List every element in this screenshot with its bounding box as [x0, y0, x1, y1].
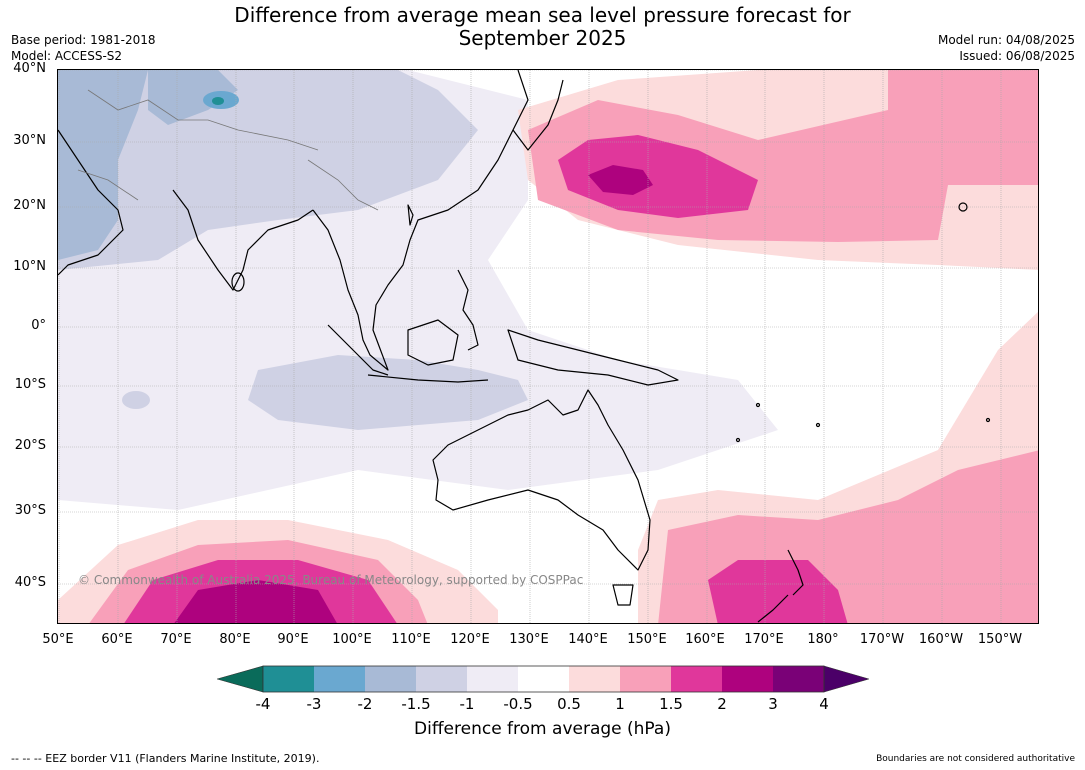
coast-borneo — [407, 319, 459, 366]
field-pos-2-sw — [174, 580, 337, 623]
coast-newguinea — [507, 329, 679, 386]
copyright-text: © Commonwealth of Australia 2025, Bureau… — [78, 573, 584, 587]
lon-label-100e: 100°E — [332, 632, 372, 647]
colorbar-tick: -0.5 — [503, 695, 533, 713]
eez-note: -- -- -- EEZ border V11 (Flanders Marine… — [11, 752, 320, 765]
field-neg-1.5 — [58, 70, 148, 260]
colorbar-swatch-pos1.5 — [671, 666, 722, 692]
colorbar-label: Difference from average (hPa) — [414, 719, 671, 739]
colorbar-tick: 4 — [819, 695, 829, 713]
coast-arabia — [58, 129, 124, 276]
base-period-text: Base period: 1981-2018 — [11, 33, 156, 47]
coast-srilanka — [231, 272, 245, 292]
colorbar-swatch-neg1 — [467, 666, 518, 692]
issued-text: Issued: 06/08/2025 — [959, 49, 1075, 63]
lon-label-140e: 140°E — [568, 632, 608, 647]
lon-label-50e: 50°E — [42, 632, 74, 647]
field-neg-1-b — [248, 355, 528, 430]
colorbar — [217, 665, 869, 693]
map-svg — [58, 70, 1038, 623]
lat-label-20n: 20°N — [13, 198, 46, 213]
lat-label-10n: 10°N — [13, 259, 46, 274]
model-text: Model: ACCESS-S2 — [11, 49, 123, 63]
lon-label-60e: 60°E — [101, 632, 133, 647]
coast-hawaii — [958, 202, 968, 212]
lon-label-150w: 150°W — [977, 632, 1023, 647]
graticule — [58, 70, 1038, 623]
colorbar-tick: -3 — [306, 695, 322, 713]
lon-label-160e: 160°E — [685, 632, 725, 647]
lon-label-80e: 80°E — [219, 632, 251, 647]
colorbar-tick: -1 — [459, 695, 475, 713]
coast-australia — [432, 389, 651, 571]
coast-japan — [512, 79, 564, 151]
coast-india — [172, 189, 314, 291]
coast-java — [367, 374, 489, 383]
anomaly-field — [58, 70, 1038, 623]
lon-label-170w: 170°W — [859, 632, 905, 647]
coastlines — [58, 70, 991, 623]
colorbar-swatch-pos1 — [620, 666, 671, 692]
colorbar-tick: 2 — [717, 695, 727, 713]
field-neg-3 — [212, 97, 224, 105]
model-run-text: Model run: 04/08/2025 — [937, 33, 1075, 47]
colorbar-swatch-pos0.5 — [569, 666, 620, 692]
coast-nz-north — [787, 549, 804, 596]
colorbar-tick: -4 — [255, 695, 271, 713]
colorbar-swatch-neutral — [518, 666, 569, 692]
borders — [77, 89, 379, 211]
lat-label-40n: 40°N — [13, 61, 46, 76]
lat-label-0: 0° — [31, 318, 46, 333]
field-neg-1.5-b — [148, 70, 238, 125]
coast-nz-south — [757, 594, 789, 623]
colorbar-tick: 1.5 — [659, 695, 683, 713]
meta-left: Base period: 1981-2018 Model: ACCESS-S2 — [11, 32, 156, 64]
colorbar-tick: -2 — [357, 695, 373, 713]
meta-right: Model run: 04/08/2025 Issued: 06/08/2025 — [938, 32, 1075, 64]
map-title: Difference from average mean sea level p… — [234, 3, 851, 50]
field-pos-1.5 — [558, 135, 758, 218]
colorbar-swatch-pos3 — [773, 666, 824, 692]
field-pos-2 — [588, 165, 653, 195]
lon-label-180: 180° — [807, 632, 839, 647]
colorbar-tick: 0.5 — [557, 695, 581, 713]
colorbar-tick: -1.5 — [401, 695, 431, 713]
lat-label-30n: 30°N — [13, 133, 46, 148]
lat-label-20s: 20°S — [14, 438, 46, 453]
colorbar-swatch-neg2 — [365, 666, 416, 692]
map-panel: © Commonwealth of Australia 2025, Bureau… — [57, 69, 1039, 624]
colorbar-extend-high — [823, 665, 869, 693]
colorbar-swatch-neg4 — [263, 666, 314, 692]
lat-label-40s: 40°S — [14, 575, 46, 590]
colorbar-swatch-neg3 — [314, 666, 365, 692]
disclaimer-text: Boundaries are not considered authoritat… — [876, 754, 1075, 764]
colorbar-tick: 1 — [615, 695, 625, 713]
coast-philippines — [457, 269, 479, 351]
colorbar-extend-low — [217, 665, 264, 693]
lon-label-70e: 70°E — [160, 632, 192, 647]
lon-label-120e: 120°E — [450, 632, 490, 647]
coast-sumatra — [327, 324, 389, 376]
colorbar-swatch-neg1.5 — [416, 666, 467, 692]
field-neg-1-c — [122, 391, 150, 409]
lon-label-90e: 90°E — [277, 632, 309, 647]
coast-seasia — [312, 70, 529, 371]
colorbar-swatch-pos2 — [722, 666, 773, 692]
coast-tasmania — [612, 584, 634, 606]
lon-label-170e: 170°E — [744, 632, 784, 647]
lon-label-160w: 160°W — [918, 632, 964, 647]
colorbar-tick: 3 — [768, 695, 778, 713]
lon-label-110e: 110°E — [391, 632, 431, 647]
coast-taiwan — [407, 204, 414, 226]
lat-label-30s: 30°S — [14, 503, 46, 518]
field-pos-1.5-se — [708, 560, 848, 623]
lon-label-150e: 150°E — [627, 632, 667, 647]
lon-label-130e: 130°E — [509, 632, 549, 647]
lat-label-10s: 10°S — [14, 377, 46, 392]
